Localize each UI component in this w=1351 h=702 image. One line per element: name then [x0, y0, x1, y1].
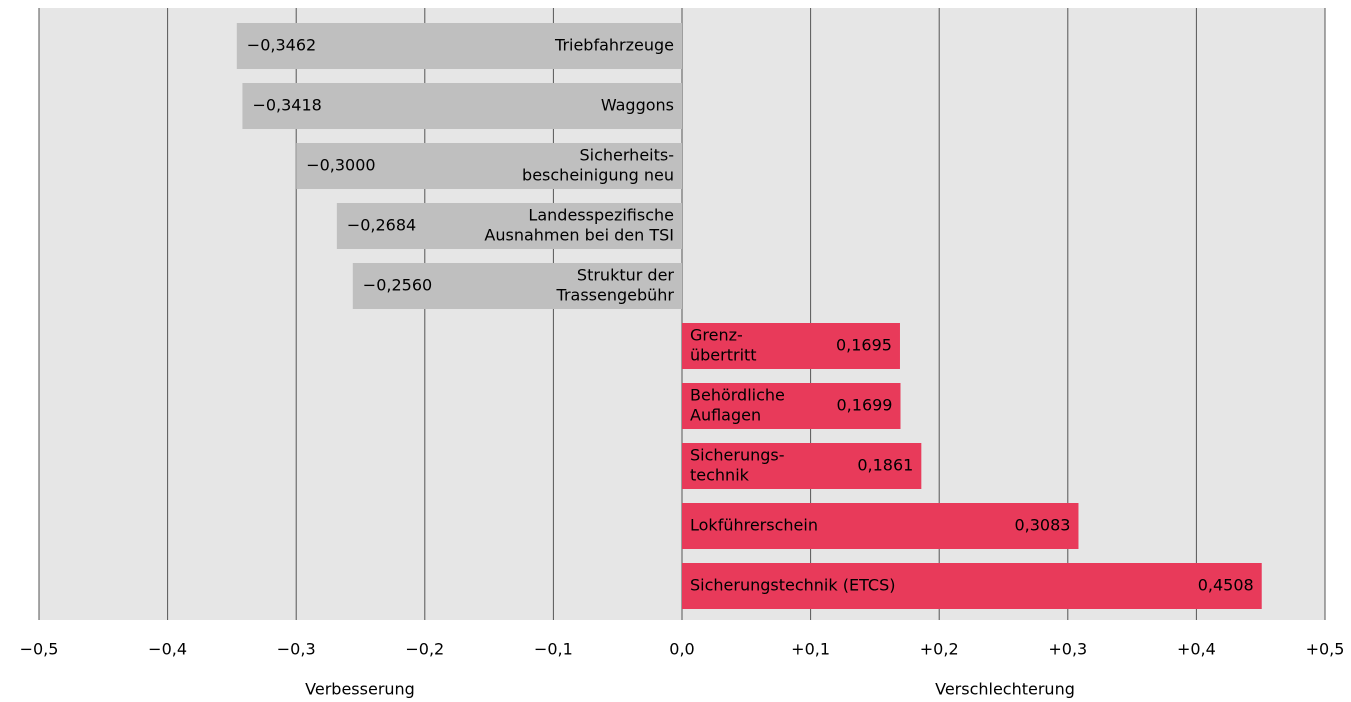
category-label: Behördliche: [690, 386, 785, 405]
category-label: Struktur der: [577, 266, 674, 285]
bar: [682, 563, 1262, 609]
value-label: 0,3083: [1014, 516, 1070, 535]
category-label: Auflagen: [690, 406, 761, 425]
axis-label-right: Verschlechterung: [935, 680, 1075, 699]
bar: [682, 323, 900, 369]
value-label: −0,2560: [363, 276, 432, 295]
value-label: −0,3418: [252, 96, 321, 115]
x-tick-label: +0,4: [1177, 640, 1216, 659]
category-label: Lokführerschein: [690, 516, 818, 535]
category-label: Landesspezifische: [528, 206, 674, 225]
value-label: 0,1695: [836, 336, 892, 355]
value-label: 0,1699: [837, 396, 893, 415]
bar: [336, 203, 682, 249]
category-label: übertritt: [690, 346, 757, 365]
x-tick-label: −0,1: [534, 640, 573, 659]
x-tick-label: +0,3: [1048, 640, 1087, 659]
x-tick-label: +0,1: [791, 640, 830, 659]
value-label: −0,3462: [247, 36, 316, 55]
x-tick-label: −0,4: [148, 640, 187, 659]
x-tick-label: 0,0: [669, 640, 694, 659]
bar: [682, 383, 901, 429]
category-label: Waggons: [601, 96, 674, 115]
category-label: Sicherheits-: [580, 146, 675, 165]
x-tick-label: −0,5: [20, 640, 59, 659]
category-label: Sicherungstechnik (ETCS): [690, 576, 895, 595]
value-label: −0,3000: [306, 156, 375, 175]
x-tick-label: −0,2: [405, 640, 444, 659]
x-tick-label: +0,5: [1306, 640, 1345, 659]
x-tick-label: +0,2: [920, 640, 959, 659]
value-label: −0,2684: [347, 216, 416, 235]
category-label: Grenz-: [690, 326, 743, 345]
bar: [352, 263, 682, 309]
bar: [682, 443, 922, 489]
bar: [236, 23, 682, 69]
value-label: 0,1861: [857, 456, 913, 475]
category-label: Trassengebühr: [556, 286, 675, 305]
category-label: Sicherungs-: [690, 446, 785, 465]
category-label: bescheinigung neu: [522, 166, 674, 185]
x-tick-label: −0,3: [277, 640, 316, 659]
bar: [242, 83, 683, 129]
bar: [682, 503, 1079, 549]
bar: [296, 143, 682, 189]
category-label: Triebfahrzeuge: [554, 36, 674, 55]
category-label: technik: [690, 466, 750, 485]
axis-label-left: Verbesserung: [305, 680, 415, 699]
category-label: Ausnahmen bei den TSI: [484, 226, 674, 245]
value-label: 0,4508: [1198, 576, 1254, 595]
